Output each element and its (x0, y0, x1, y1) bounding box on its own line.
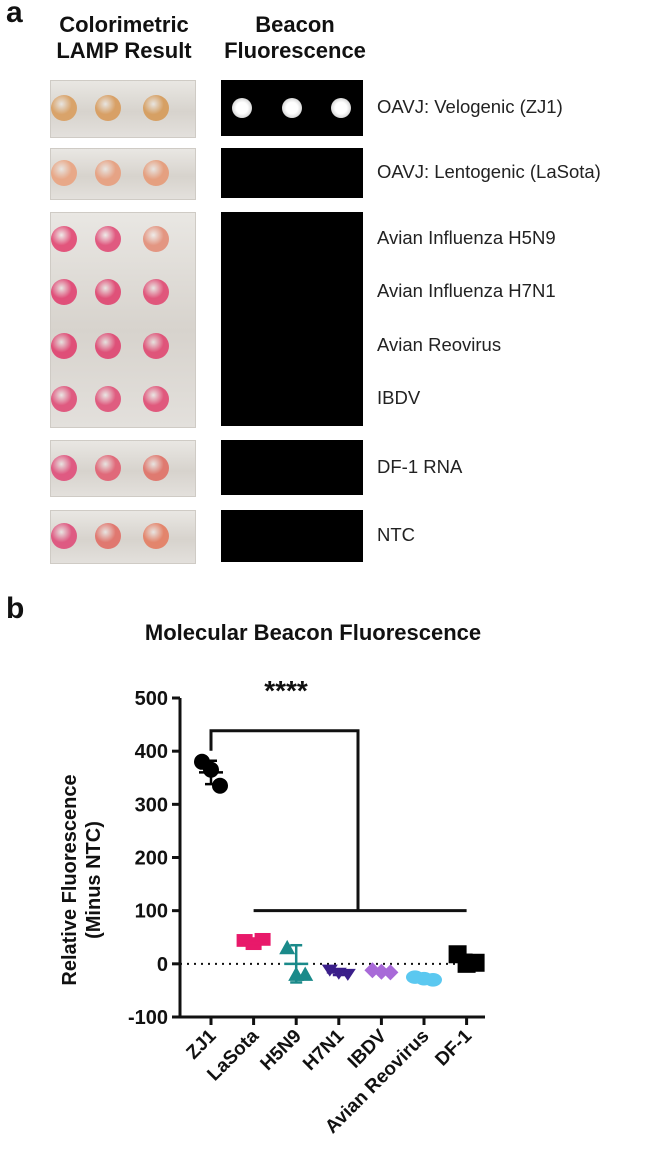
beacon-fluorescence-box (221, 148, 363, 198)
lamp-tube (143, 160, 169, 186)
beacon-heading: Beacon Fluorescence (210, 12, 380, 64)
beacon-heading-line1: Beacon (255, 12, 335, 37)
y-tick-label: -100 (128, 1007, 168, 1029)
chart-title: Molecular Beacon Fluorescence (145, 620, 481, 645)
lamp-tube (143, 279, 169, 306)
beacon-spot (282, 98, 302, 118)
y-tick-label: 500 (135, 688, 168, 710)
data-point (321, 964, 338, 977)
lamp-tube (95, 332, 121, 359)
lamp-tube (51, 95, 77, 121)
colorimetric-heading: Colorimetric LAMP Result (44, 12, 204, 64)
data-point (279, 939, 296, 955)
sample-label: DF-1 RNA (377, 455, 463, 477)
colorimetric-heading-line2: LAMP Result (56, 38, 192, 63)
lamp-tube (95, 279, 121, 306)
beacon-spot (331, 98, 351, 118)
y-tick-label: 400 (135, 741, 168, 763)
lamp-tube (143, 523, 169, 549)
lamp-tube (143, 386, 169, 413)
lamp-tube (51, 523, 77, 549)
lamp-tube (95, 225, 121, 252)
sample-label: Avian Reovirus (377, 333, 502, 355)
panel-a-letter: a (6, 0, 23, 29)
lamp-tube (143, 332, 169, 359)
sample-label: NTC (377, 524, 416, 545)
lamp-tube (51, 386, 77, 413)
lamp-tube (95, 95, 121, 121)
y-tick-label: 200 (135, 848, 168, 870)
y-tick-label: 100 (135, 901, 168, 923)
y-tick-label: 300 (135, 794, 168, 816)
x-tick-label: H5N9 (257, 1026, 306, 1075)
data-point (212, 777, 228, 794)
sample-label: Avian Influenza H5N9 (377, 226, 556, 248)
sample-label: IBDV (377, 387, 421, 409)
data-point (297, 966, 314, 981)
sample-label: OAVJ: Lentogenic (LaSota) (377, 161, 601, 182)
beacon-fluorescence-box (221, 510, 363, 562)
y-tick-label: 0 (157, 954, 168, 976)
fluorescence-chart: Molecular Beacon Fluorescence Relative F… (59, 620, 485, 1138)
lamp-tube (51, 225, 77, 252)
beacon-fluorescence-box (221, 212, 363, 426)
sample-label: Avian Influenza H7N1 (377, 280, 556, 302)
data-point (466, 953, 485, 972)
axes: -1000100200300400500ZJ1LaSotaH5N9H7N1IBD… (128, 688, 485, 1138)
x-tick-label: H7N1 (299, 1025, 349, 1075)
x-tick-label: DF-1 (431, 1025, 476, 1070)
panel-b-letter: b (6, 592, 25, 625)
lamp-tube (51, 332, 77, 359)
y-axis-label-line2: (Minus NTC) (83, 821, 105, 939)
significance-bracket (209, 729, 360, 911)
chart-marks (194, 729, 485, 987)
lamp-tube (143, 225, 169, 252)
lamp-tube (95, 454, 121, 481)
lamp-tube (51, 454, 77, 481)
lamp-tube (95, 386, 121, 413)
lamp-tube (95, 160, 121, 186)
lamp-tube (143, 454, 169, 481)
significance-stars: **** (264, 675, 308, 706)
y-axis-label-line1: Relative Fluorescence (59, 774, 81, 985)
beacon-spot (232, 98, 252, 118)
beacon-fluorescence-box (221, 440, 363, 495)
lamp-tube (51, 160, 77, 186)
lamp-tube (95, 523, 121, 549)
lamp-tube (143, 95, 169, 121)
beacon-heading-line2: Fluorescence (224, 38, 366, 63)
sample-label: OAVJ: Velogenic (ZJ1) (377, 96, 563, 117)
lamp-tube (51, 279, 77, 306)
colorimetric-heading-line1: Colorimetric (59, 12, 189, 37)
